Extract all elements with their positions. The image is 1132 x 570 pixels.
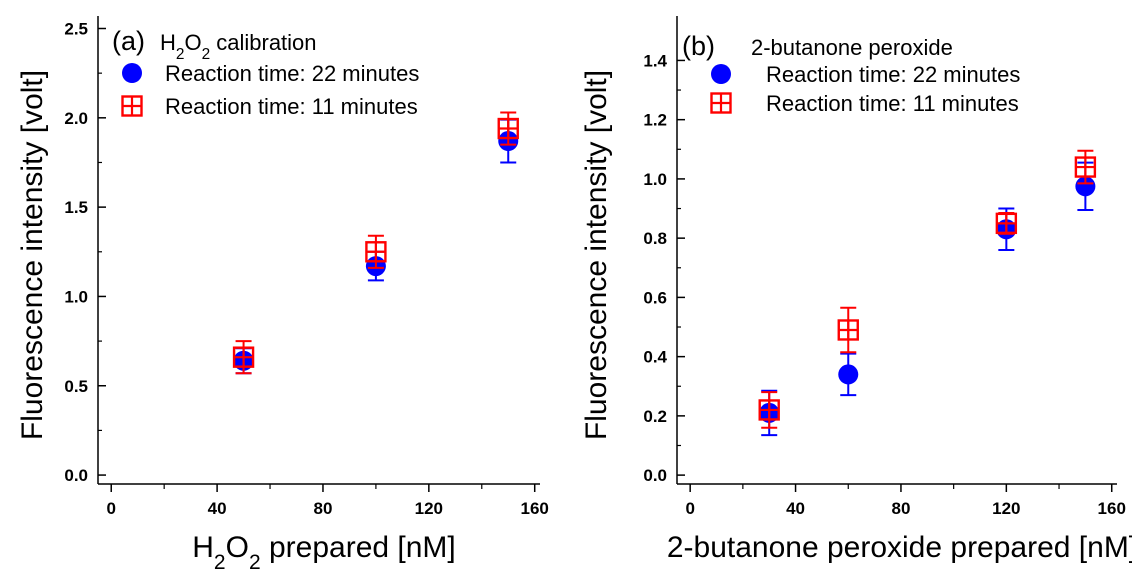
legend-entry: Reaction time: 22 minutes [766, 62, 1020, 87]
data-point [232, 346, 255, 368]
series-1 [232, 111, 519, 375]
y-tick-label: 0.0 [643, 466, 667, 485]
y-tick-label: 0.5 [64, 377, 88, 396]
x-axis-title-sub2: 2 [249, 551, 261, 570]
y-tick-label: 1.0 [643, 170, 667, 189]
y-tick-label: 2.5 [64, 20, 88, 39]
x-axis-title-prefix: 2-butanone peroxide prepared [nM] [667, 531, 1132, 564]
x-tick-label: 160 [521, 499, 549, 518]
y-axis-title: Fluorescence intensity [volt] [580, 70, 613, 440]
chart-panel-b: 0.0 0.2 0.4 0.6 0.8 1.0 1.2 1.4 0 40 80 120 160 Fluor… [580, 16, 1132, 564]
data-point [758, 399, 780, 421]
chart-panel-a: 0.0 0.5 1.0 1.5 2.0 2.5 0 40 80 120 160 Fluorescenc… [16, 16, 549, 570]
legend-title-mid: O [184, 30, 201, 55]
y-tick-label: 1.5 [64, 198, 88, 217]
legend-title-sub1: 2 [176, 46, 185, 63]
data-point [838, 364, 859, 385]
y-tick-label: 0.8 [643, 229, 667, 248]
legend-marker [710, 92, 732, 114]
legend-title: H2O2 calibration [160, 30, 317, 63]
legend-title-sub2: 2 [202, 46, 211, 63]
legend-entry: Reaction time: 11 minutes [165, 94, 418, 119]
x-tick-label: 120 [415, 499, 443, 518]
y-tick-label: 1.2 [643, 111, 667, 130]
y-tick-label: 0.0 [64, 466, 88, 485]
legend-entry: Reaction time: 22 minutes [165, 61, 419, 86]
legend-title-suffix: calibration [210, 30, 316, 55]
x-axis-title-suffix: prepared [nM] [261, 531, 456, 564]
data-point [837, 319, 859, 341]
legend-title-prefix: H [160, 30, 176, 55]
x-tick-label: 120 [992, 499, 1020, 518]
legend-entry: Reaction time: 11 minutes [766, 91, 1019, 116]
x-tick-label: 40 [208, 499, 227, 518]
y-tick-label: 1.4 [643, 51, 667, 70]
panel-tag: (b) [682, 31, 715, 61]
y-tick-label: 2.0 [64, 109, 88, 128]
data-point [995, 212, 1018, 235]
y-axis-title: Fluorescence intensity [volt] [16, 70, 49, 440]
x-axis-title-sub1: 2 [214, 551, 226, 570]
x-tick-label: 160 [1098, 499, 1126, 518]
x-axis-title-prefix: H [192, 531, 214, 564]
y-tick-label: 0.2 [643, 407, 667, 426]
y-tick-label: 0.6 [643, 288, 667, 307]
data-point [1075, 176, 1096, 197]
data-point [365, 241, 387, 263]
data-point [497, 117, 519, 140]
x-tick-label: 0 [685, 499, 694, 518]
legend-marker [121, 95, 143, 117]
y-tick-label: 1.0 [64, 287, 88, 306]
panel-tag: (a) [112, 26, 145, 56]
x-tick-label: 80 [314, 499, 333, 518]
series-0 [759, 161, 1096, 437]
x-axis-title: H2O2 prepared [nM] [192, 531, 456, 570]
x-tick-label: 80 [891, 499, 910, 518]
x-axis-title: 2-butanone peroxide prepared [nM] [667, 531, 1132, 564]
legend-title: 2-butanone peroxide [751, 35, 953, 60]
y-tick-label: 0.4 [643, 348, 667, 367]
series-1 [758, 149, 1097, 429]
legend-marker [122, 63, 142, 83]
x-tick-label: 40 [786, 499, 805, 518]
legend-title-prefix: 2-butanone peroxide [751, 35, 953, 60]
legend-marker [711, 64, 731, 84]
x-axis-title-mid: O [226, 531, 249, 564]
data-point [1074, 156, 1097, 178]
x-tick-label: 0 [106, 499, 115, 518]
